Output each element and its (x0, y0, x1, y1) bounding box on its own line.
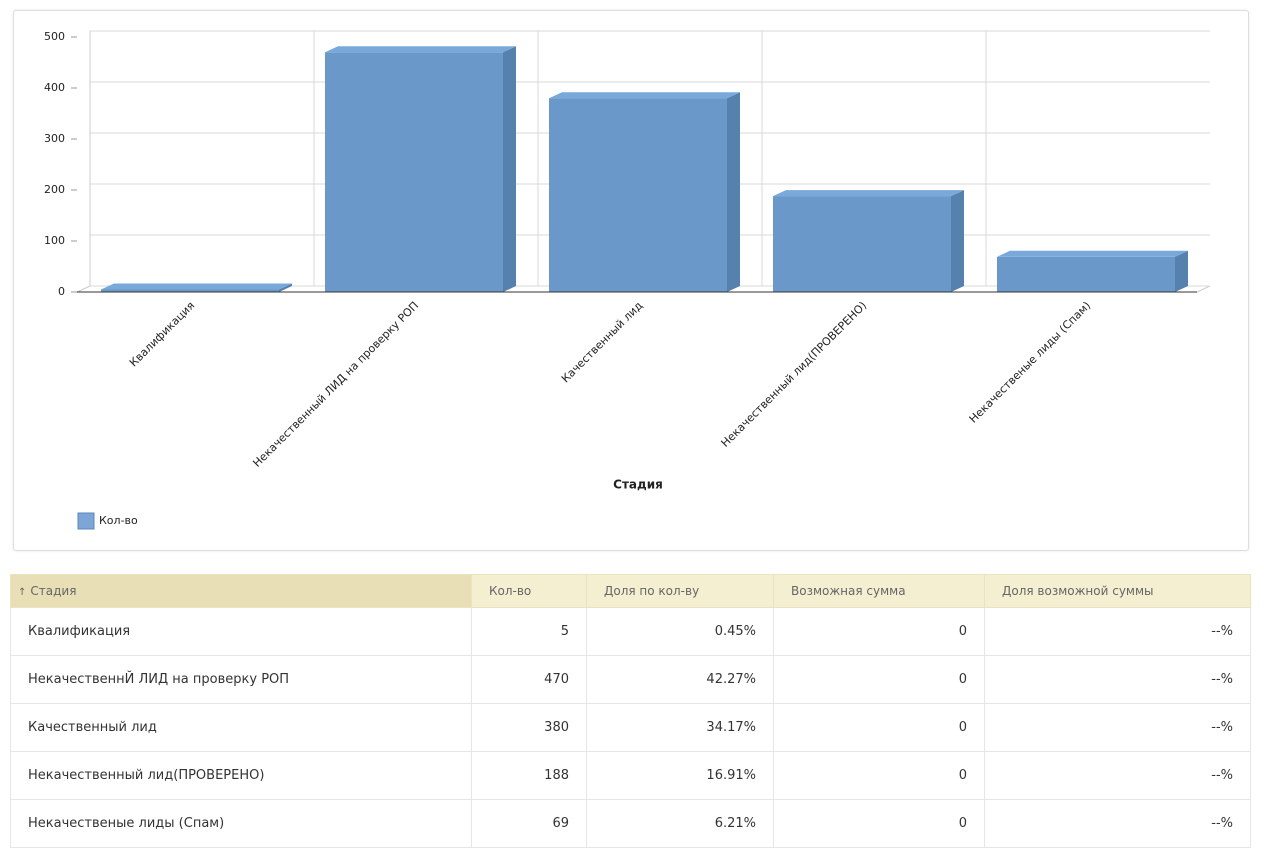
table-row: Некачественые лиды (Спам) 69 6.21% 0 --% (10, 799, 1251, 848)
bar-top (997, 250, 1188, 257)
table-cell: 34.17% (586, 703, 774, 752)
bar-front (997, 256, 1175, 292)
x-axis-title: Стадия (613, 478, 663, 492)
table-cell: 0 (773, 799, 985, 848)
table-cell: Квалификация (10, 607, 472, 656)
bar-side (503, 46, 516, 292)
legend-label: Кол-во (99, 514, 138, 527)
table-row: Некачественный лид(ПРОВЕРЕНО) 188 16.91% 0-… (10, 751, 1251, 800)
table-cell: 0 (773, 607, 985, 656)
table-cell: --% (984, 655, 1251, 704)
column-header[interactable]: ↑ Стадия (10, 574, 472, 608)
header-text: Доля по кол-ву (604, 584, 700, 598)
table-cell: 470 (471, 655, 587, 704)
sort-icon: ↑ (18, 587, 27, 598)
column-header[interactable]: Доля возможной суммы (984, 574, 1251, 608)
floor-edge (1196, 285, 1211, 293)
legend-swatch (77, 512, 95, 530)
bar-top (549, 92, 740, 99)
bar (101, 283, 292, 292)
column-header[interactable]: Возможная сумма (773, 574, 985, 608)
bar-side (279, 283, 292, 292)
y-tick-label: 300 (44, 132, 65, 145)
table-cell: 0 (773, 703, 985, 752)
header-text: Кол-во (489, 584, 532, 598)
table-cell: 188 (471, 751, 587, 800)
table-cell: --% (984, 751, 1251, 800)
bar (773, 190, 964, 292)
table-cell: 380 (471, 703, 587, 752)
bar-side (1175, 250, 1188, 292)
table-cell: Некачественые лиды (Спам) (10, 799, 472, 848)
bar-top (773, 190, 964, 197)
table-body: Квалификация 5 0.45% 0 --% НекачественнЙ ЛИД … (10, 607, 1251, 848)
table-row: Квалификация 5 0.45% 0 --% (10, 607, 1251, 656)
table-cell: 5 (471, 607, 587, 656)
data-table: ↑ Стадия Кол-во Доля по кол-ву Возможная сум… (10, 574, 1251, 848)
table-cell: 16.91% (586, 751, 774, 800)
table-cell: --% (984, 703, 1251, 752)
x-tick-label: Квалификация (127, 299, 197, 369)
y-tick-label: 400 (44, 81, 65, 94)
table-cell: 0 (773, 751, 985, 800)
bar-side (951, 190, 964, 292)
bar-front (101, 289, 279, 292)
bar-front (325, 52, 503, 292)
table-cell: 42.27% (586, 655, 774, 704)
bar-top (101, 283, 292, 290)
table-cell: Некачественный лид(ПРОВЕРЕНО) (10, 751, 472, 800)
header-text: Возможная сумма (791, 584, 906, 598)
column-header[interactable]: Кол-во (471, 574, 587, 608)
table-cell: 6.21% (586, 799, 774, 848)
bar-side (727, 92, 740, 292)
bar-front (773, 196, 951, 292)
table-cell: 0.45% (586, 607, 774, 656)
header-row: ↑ Стадия Кол-во Доля по кол-ву Возможная сум… (10, 574, 1251, 608)
x-tick-label: Некачественный ЛИД на проверку РОП (250, 299, 421, 470)
header-text: Стадия (30, 584, 77, 598)
table-cell: 0 (773, 655, 985, 704)
table-cell: НекачественнЙ ЛИД на проверку РОП (10, 655, 472, 704)
column-header[interactable]: Доля по кол-ву (586, 574, 774, 608)
y-tick-label: 500 (44, 30, 65, 43)
bar-top (325, 46, 516, 53)
bar-front (549, 98, 727, 292)
x-tick-label: Качественный лид (559, 299, 646, 386)
table-cell: 69 (471, 799, 587, 848)
table-cell: --% (984, 607, 1251, 656)
y-tick-label: 100 (44, 234, 65, 247)
x-tick-label: Некачественые лиды (Спам) (967, 299, 1094, 426)
table-row: НекачественнЙ ЛИД на проверку РОП 470 42.2… (10, 655, 1251, 704)
y-tick-label: 0 (58, 285, 65, 298)
chart: Стадия Кол-во 0 100 200 300 400 500 Квалификац… (44, 30, 1211, 530)
x-tick-label: Некачественный лид(ПРОВЕРЕНО) (719, 299, 870, 450)
header-text: Доля возможной суммы (1002, 584, 1154, 598)
floor-edge (76, 285, 91, 293)
table-row: Качественный лид 380 34.17% 0 --% (10, 703, 1251, 752)
chart-panel (13, 10, 1249, 551)
bar (325, 46, 516, 292)
table-cell: --% (984, 799, 1251, 848)
bar (549, 92, 740, 292)
table-cell: Качественный лид (10, 703, 472, 752)
bar (997, 250, 1188, 292)
y-tick-label: 200 (44, 183, 65, 196)
